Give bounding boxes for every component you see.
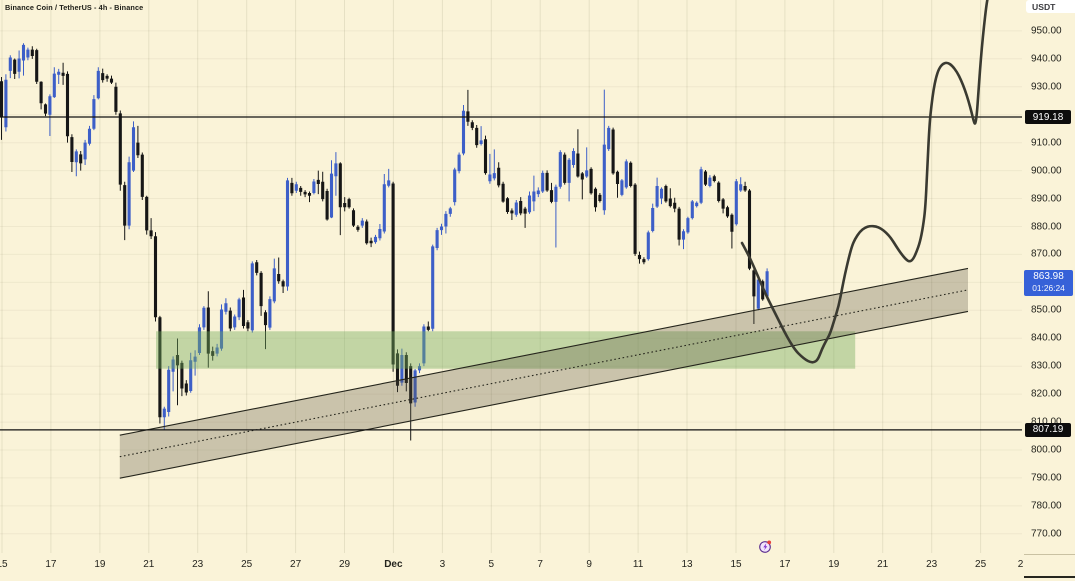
price-tick-label: 870.00: [1031, 248, 1062, 260]
horizontal-gridlines: [0, 30, 1022, 535]
price-tick-label: 880.00: [1031, 221, 1062, 232]
price-tick-label: 950.00: [1031, 25, 1062, 37]
current-price-label: 863.98 01:26:24: [1024, 270, 1073, 297]
bar-countdown: 01:26:24: [1032, 283, 1065, 294]
current-price-value: 863.98: [1033, 271, 1064, 283]
price-tick-label: 790.00: [1031, 472, 1062, 484]
price-axis[interactable]: USDT 950.00940.00930.00920.00910.00900.0…: [1022, 0, 1075, 553]
time-tick-label: 3: [439, 559, 446, 570]
alert-dot: [767, 540, 772, 544]
time-tick-label: 5: [488, 559, 495, 570]
time-tick-label: 23: [192, 559, 204, 570]
lightning-bolt: [763, 542, 768, 550]
time-tick-label: 21: [877, 559, 889, 570]
price-tick-label: 830.00: [1031, 360, 1062, 372]
support-zone-rect[interactable]: [156, 331, 856, 369]
price-tick-label: 780.00: [1031, 500, 1062, 512]
price-line-label-807.19: 807.19: [1025, 422, 1071, 437]
time-tick-label: 15: [730, 559, 742, 570]
price-tick-label: 840.00: [1031, 332, 1062, 344]
axis-corner-separator: [1024, 554, 1075, 555]
price-tick-label: 810.00: [1031, 417, 1062, 428]
price-tick-label: 850.00: [1031, 304, 1062, 316]
channel-top-line[interactable]: [119, 267, 969, 436]
time-tick-label: 17: [45, 559, 57, 570]
time-tick-label: 19: [828, 559, 840, 570]
time-axis[interactable]: 15 17 19 21 23 25 27 29 Dec 3 5 7 9 11 13 15 17 19 21 23 25 2: [0, 553, 1075, 581]
symbol-title: Binance Coin / TetherUS - 4h - Binance: [5, 3, 144, 12]
price-tick-label: 820.00: [1031, 388, 1062, 400]
time-tick-label: 21: [143, 559, 155, 570]
time-tick-label: 25: [241, 559, 253, 570]
time-tick-label: 27: [290, 559, 302, 570]
price-tick-label: 910.00: [1031, 137, 1062, 149]
time-tick-label: 29: [338, 559, 351, 570]
price-tick-label: 930.00: [1031, 81, 1062, 93]
channel-mid-dotted-line[interactable]: [119, 289, 969, 458]
time-tick-label: 2: [1017, 559, 1024, 570]
time-tick-label: 25: [975, 559, 987, 570]
price-tick-label: 940.00: [1031, 53, 1062, 65]
vertical-gridlines: [1, 0, 982, 553]
time-tick-label: 7: [537, 559, 543, 570]
currency-badge[interactable]: USDT: [1026, 0, 1075, 13]
time-tick-label: 15: [0, 559, 8, 570]
price-line-label-919.18: 919.18: [1025, 110, 1071, 124]
projection-curve[interactable]: [740, 0, 989, 364]
price-tick-label: 890.00: [1031, 193, 1062, 204]
price-tick-label: 770.00: [1031, 528, 1062, 540]
time-tick-label: 23: [926, 559, 938, 570]
price-tick-label: 800.00: [1031, 444, 1062, 456]
time-tick-label: 17: [779, 559, 791, 570]
lightning-event-icon[interactable]: [758, 539, 773, 554]
time-tick-label: 13: [681, 559, 693, 570]
price-tick-label: 900.00: [1031, 165, 1062, 177]
time-tick-label: 9: [586, 559, 592, 570]
time-tick-label: 19: [94, 559, 106, 570]
axis-corner-bar: [1024, 575, 1075, 578]
time-tick-label: 11: [632, 559, 644, 570]
channel-fill[interactable]: [119, 268, 969, 479]
time-tick-label: Dec: [384, 559, 403, 570]
